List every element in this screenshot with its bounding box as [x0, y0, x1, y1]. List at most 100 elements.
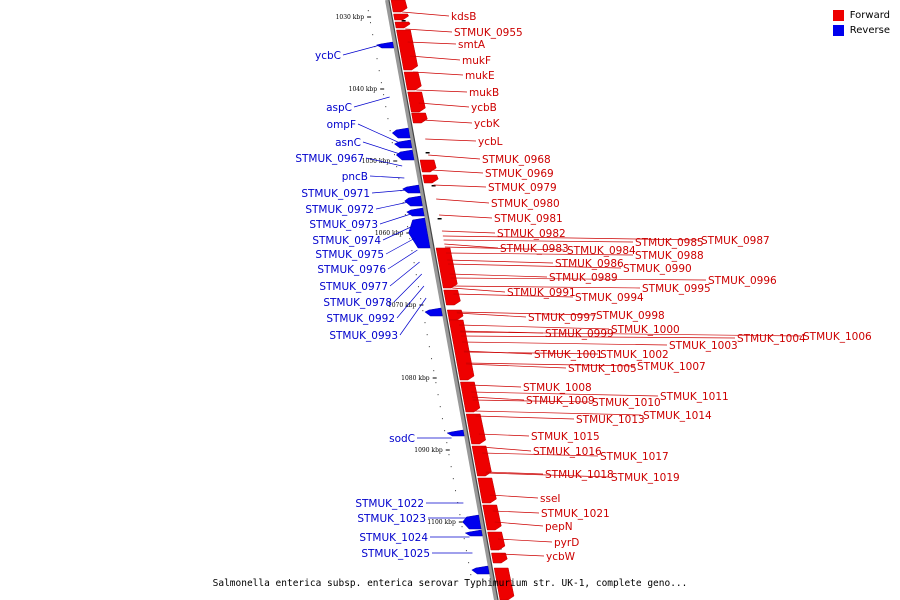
forward-leader [478, 433, 530, 437]
forward-leader [494, 521, 544, 527]
reverse-leader [365, 157, 403, 167]
minor-tick [461, 526, 463, 528]
tick-label: 1100 kbp [427, 519, 456, 526]
label-leader-lines [342, 11, 802, 557]
legend-forward-swatch [832, 10, 844, 21]
forward-leader [462, 341, 668, 346]
reverse-gene-label: asnC [335, 137, 361, 149]
forward-gene-feature [407, 91, 426, 113]
reverse-gene-label: STMUK_0973 [309, 219, 378, 231]
forward-gene-label: STMUK_0968 [482, 154, 551, 166]
reverse-gene-label: ycbC [315, 50, 341, 62]
forward-leader [449, 273, 548, 278]
minor-tick [459, 514, 461, 516]
minor-tick [380, 82, 382, 84]
forward-gene-label: STMUK_0998 [596, 310, 665, 322]
forward-gene-label: STMUK_1003 [669, 340, 738, 352]
forward-gene-label: STMUK_0996 [708, 275, 777, 287]
reverse-leader [353, 96, 390, 108]
forward-leader [442, 235, 700, 241]
minor-tick [428, 346, 430, 348]
minor-tick [431, 358, 433, 360]
minor-tick [402, 202, 404, 204]
forward-leader [482, 452, 599, 457]
forward-leader [443, 239, 634, 243]
forward-gene-feature [422, 174, 439, 184]
tick-label: 1050 kbp [362, 158, 391, 165]
minor-tick [422, 310, 424, 312]
reverse-leader [396, 285, 425, 319]
reverse-gene-feature [464, 529, 483, 537]
forward-leader [425, 138, 477, 142]
forward-gene-label: STMUK_1007 [637, 361, 706, 373]
reverse-gene-label: STMUK_0972 [305, 204, 374, 216]
reverse-gene-label: STMUK_0976 [317, 264, 386, 276]
forward-gene-feature [447, 309, 464, 321]
forward-gene-feature [394, 21, 411, 29]
minor-tick [463, 538, 465, 540]
reverse-leader [379, 213, 411, 225]
forward-gene-label: ycbW [546, 551, 576, 563]
tick-label: 1060 kbp [375, 230, 404, 237]
minor-tick [385, 106, 387, 108]
minor-tick [425, 152, 430, 154]
forward-leader [465, 362, 636, 367]
forward-gene-feature [487, 531, 506, 551]
reverse-gene-label: STMUK_0974 [312, 235, 381, 247]
minor-tick [415, 274, 417, 276]
forward-leader [447, 259, 554, 264]
forward-leader [441, 230, 496, 234]
reverse-gene-label: STMUK_1024 [359, 532, 428, 544]
forward-leader [413, 71, 464, 76]
forward-leader [444, 246, 566, 251]
reverse-gene-label: STMUK_1025 [361, 548, 430, 560]
forward-gene-label: STMUK_0982 [497, 228, 566, 240]
forward-gene-label: STMUK_1004 [737, 333, 806, 345]
forward-leader [416, 89, 468, 93]
forward-gene-label: STMUK_1010 [592, 397, 661, 409]
minor-tick [372, 34, 374, 36]
forward-leader [460, 331, 802, 337]
minor-tick [393, 154, 395, 156]
forward-gene-feature [482, 504, 502, 531]
legend-reverse: Reverse [832, 23, 890, 38]
tick-label: 1090 kbp [414, 447, 443, 454]
reverse-leader [389, 261, 420, 287]
reverse-gene-label: STMUK_1022 [355, 498, 424, 510]
minor-tick [407, 226, 409, 228]
forward-gene-label: STMUK_1000 [611, 324, 680, 336]
reverse-gene-label: STMUK_0992 [326, 313, 395, 325]
minor-tick [446, 442, 448, 444]
forward-leader [439, 214, 493, 219]
forward-gene-label: STMUK_1001 [534, 349, 603, 361]
forward-gene-feature [477, 477, 497, 504]
forward-gene-label: STMUK_0983 [500, 243, 569, 255]
genome-backbone [385, 0, 499, 600]
minor-tick [417, 286, 419, 288]
reverse-gene-feature [406, 207, 425, 217]
forward-gene-label: smtA [458, 39, 486, 51]
forward-leader [453, 293, 574, 298]
reverse-gene-label: STMUK_0967 [295, 153, 364, 165]
forward-gene-label: STMUK_0994 [575, 292, 644, 304]
forward-gene-label: ycbB [471, 102, 497, 114]
forward-gene-label: kdsB [451, 11, 476, 23]
map-caption: Salmonella enterica subsp. enterica sero… [212, 578, 688, 589]
reverse-gene-label: pncB [342, 171, 368, 183]
reverse-gene-label: STMUK_0993 [329, 330, 398, 342]
reverse-gene-feature [393, 139, 413, 149]
forward-leader [461, 335, 736, 339]
forward-gene-label: STMUK_1008 [523, 382, 592, 394]
forward-leader [430, 169, 484, 174]
tick-label: 1030 kbp [336, 14, 365, 21]
forward-gene-label: STMUK_1015 [531, 431, 600, 443]
forward-gene-label: STMUK_0997 [528, 312, 597, 324]
forward-leader [450, 277, 707, 281]
legend-reverse-swatch [832, 25, 844, 36]
forward-gene-label: ycbK [474, 118, 501, 130]
minor-tick [404, 214, 406, 216]
forward-gene-label: STMUK_0980 [491, 198, 560, 210]
forward-gene-feature [443, 289, 461, 306]
reverse-gene-label: STMUK_0978 [323, 297, 392, 309]
forward-leader [428, 154, 481, 160]
